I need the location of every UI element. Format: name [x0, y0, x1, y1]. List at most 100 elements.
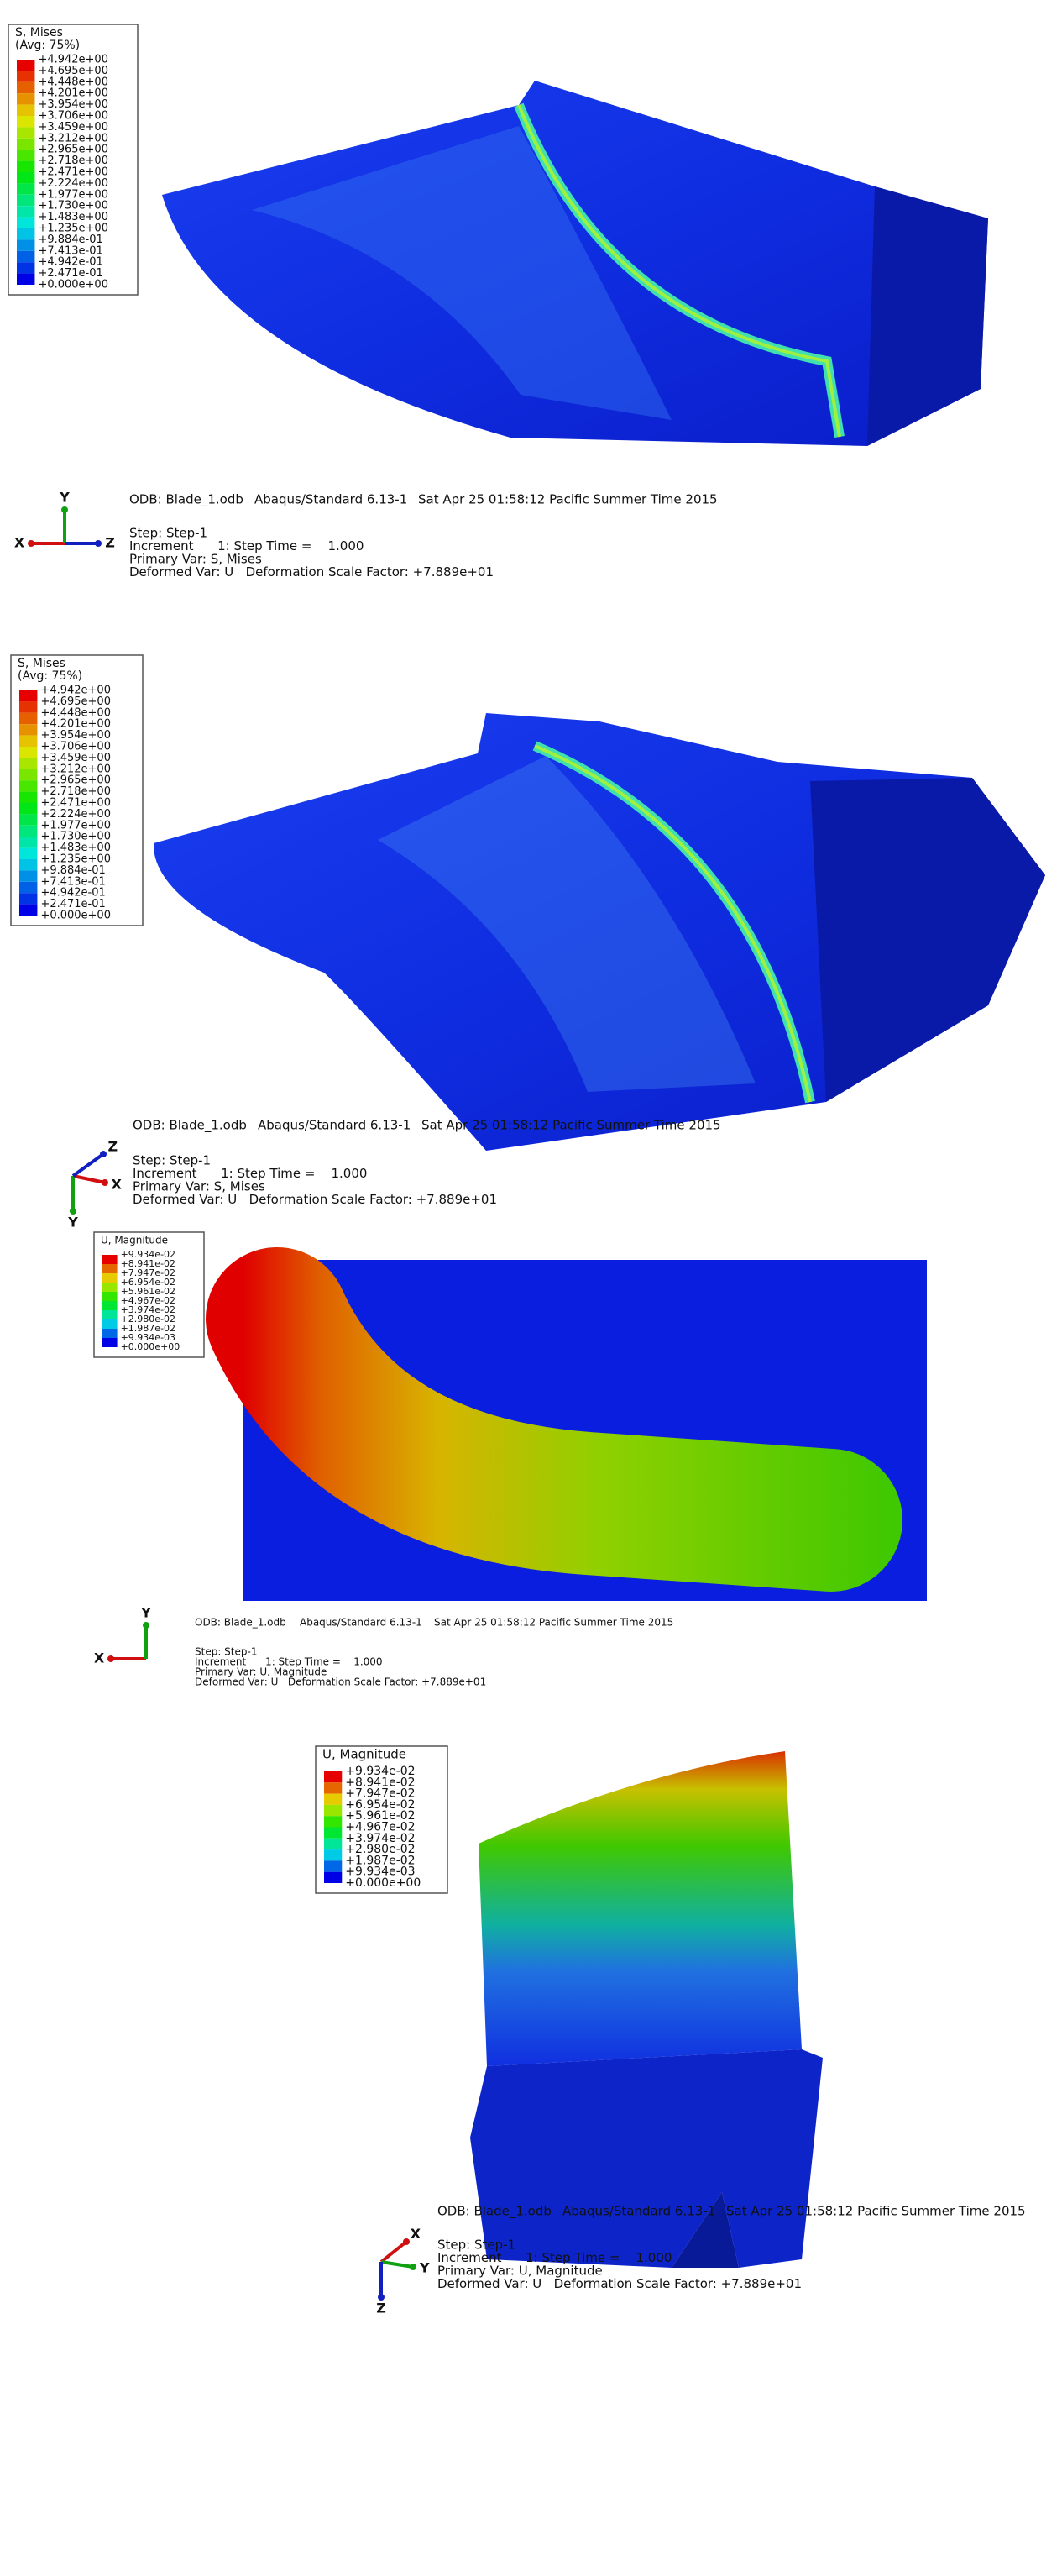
info-deformed: Deformed Var: U Deformation Scale Factor…: [437, 2276, 802, 2291]
legend-value: +2.718e+00: [38, 155, 108, 167]
info-block: ODB: Blade_1.odb Abaqus/Standard 6.13-1 Sa…: [195, 1617, 673, 1688]
legend-value: +3.459e+00: [38, 121, 108, 134]
legend: U, Magnitude +9.934e-02+8.941e-02+7.947e-…: [315, 1745, 448, 1894]
legend-swatch: [102, 1292, 118, 1301]
legend-swatch: [102, 1338, 118, 1347]
legend-value: +3.706e+00: [38, 110, 108, 123]
legend-value: +3.974e-02: [345, 1832, 415, 1845]
triad-axis: [72, 1174, 106, 1184]
legend-value: +1.730e+00: [40, 831, 111, 843]
triad-tip: [100, 1151, 107, 1157]
legend-swatch: [102, 1264, 118, 1273]
legend-value: +2.965e+00: [38, 144, 108, 156]
result-panel: S, Mises(Avg: 75%)+4.942e+00+4.695e+00+4…: [8, 24, 718, 580]
triad-axis: [379, 2240, 408, 2264]
legend-swatch: [17, 217, 35, 228]
legend-title: S, Mises: [15, 26, 63, 39]
legend-swatch: [19, 724, 38, 736]
legend-swatch: [324, 1804, 343, 1817]
legend-value: +8.941e-02: [345, 1776, 415, 1789]
triad-tip: [28, 540, 34, 547]
triad-label: X: [14, 535, 25, 551]
legend-value: +1.235e+00: [40, 853, 111, 866]
info-deformed: Deformed Var: U Deformation Scale Factor…: [133, 1192, 497, 1207]
info-step: Step: Step-1: [195, 1646, 257, 1658]
legend-swatch: [324, 1849, 343, 1861]
legend-value: +4.448e+00: [40, 706, 111, 719]
legend-value: +6.954e-02: [345, 1798, 415, 1812]
triad-label: X: [94, 1650, 105, 1666]
legend-value: +1.977e+00: [38, 188, 108, 201]
legend-value: +6.954e-02: [121, 1277, 175, 1288]
legend-swatch: [17, 239, 35, 251]
info-step: Step: Step-1: [133, 1153, 211, 1168]
legend-value: +3.706e+00: [40, 741, 111, 753]
legend-swatch: [19, 870, 38, 882]
legend-swatch: [19, 780, 38, 792]
triad-tip: [403, 2238, 410, 2245]
legend-swatch: [17, 127, 35, 139]
triad-tip: [95, 540, 102, 547]
legend-swatch: [19, 701, 38, 713]
legend-value: +4.967e-02: [345, 1821, 415, 1834]
legend-value: +2.980e-02: [121, 1314, 175, 1325]
triad-tip: [107, 1655, 114, 1662]
legend-value: +7.413e-01: [40, 875, 105, 888]
legend-swatch: [17, 262, 35, 274]
result-panel: U, Magnitude +9.934e-02+8.941e-02+7.947e-…: [93, 1231, 673, 1688]
legend-swatch: [17, 93, 35, 105]
legend-value: +1.730e+00: [38, 200, 108, 212]
legend-swatch: [19, 747, 38, 758]
model-3: [206, 1247, 927, 1601]
triad-label: Y: [140, 1605, 151, 1621]
info-date: Sat Apr 25 01:58:12 Pacific Summer Time …: [726, 2204, 1026, 2219]
legend-value: +3.954e+00: [40, 729, 111, 742]
legend-value: +2.965e+00: [40, 774, 111, 787]
legend-swatch: [102, 1301, 118, 1310]
legend-swatch: [17, 104, 35, 116]
triad-tip: [102, 1179, 108, 1186]
info-block: ODB: Blade_1.odb Abaqus/Standard 6.13-1 Sa…: [437, 2204, 1026, 2292]
legend-title: U, Magnitude: [101, 1235, 168, 1246]
legend-value: +4.201e+00: [40, 718, 111, 731]
info-step: Step: Step-1: [437, 2238, 515, 2253]
legend-swatch: [324, 1827, 343, 1839]
triad-label: Z: [376, 2301, 386, 2316]
legend-value: +1.987e-02: [121, 1323, 175, 1334]
legend-value: +9.934e-03: [121, 1332, 175, 1343]
legend-swatch: [19, 847, 38, 859]
result-panel: U, Magnitude +9.934e-02+8.941e-02+7.947e-…: [315, 1745, 1026, 2316]
info-odb: ODB: Blade_1.odb: [133, 1118, 247, 1134]
legend-value: +0.000e+00: [38, 279, 108, 291]
legend-value: +2.471e+00: [40, 797, 111, 810]
info-increment: Increment 1: Step Time = 1.000: [195, 1656, 383, 1668]
model-2: [153, 713, 1046, 1151]
legend-swatch: [17, 228, 35, 240]
legend-value: +4.967e-02: [121, 1295, 175, 1306]
triad-tip: [61, 506, 68, 513]
info-deformed: Deformed Var: U Deformation Scale Factor…: [129, 564, 494, 580]
result-panel: S, Mises(Avg: 75%)+4.942e+00+4.695e+00+4…: [10, 654, 721, 1230]
legend-swatch: [324, 1838, 343, 1850]
model-4: [470, 1751, 823, 2268]
legend-value: +9.884e-01: [40, 864, 105, 877]
legend-subtitle: (Avg: 75%): [15, 39, 80, 52]
legend-value: +7.947e-02: [121, 1267, 175, 1278]
legend-value: +4.942e-01: [38, 256, 102, 269]
model-1: [162, 81, 988, 446]
legend-swatch: [19, 769, 38, 781]
legend-swatch: [17, 206, 35, 218]
legend-value: +4.942e+00: [38, 54, 108, 66]
legend-value: +9.934e-03: [345, 1865, 415, 1879]
legend-value: +1.235e+00: [38, 223, 108, 235]
legend-swatch: [17, 183, 35, 195]
legend-value: +4.942e+00: [40, 685, 111, 697]
info-solver: Abaqus/Standard 6.13-1: [258, 1118, 411, 1133]
axis-triad: X Y Z: [376, 2226, 430, 2316]
info-solver: Abaqus/Standard 6.13-1: [562, 2204, 715, 2219]
legend-value: +2.471e+00: [38, 166, 108, 179]
triad-axis: [380, 2260, 414, 2269]
legend-value: +2.471e-01: [38, 267, 102, 280]
